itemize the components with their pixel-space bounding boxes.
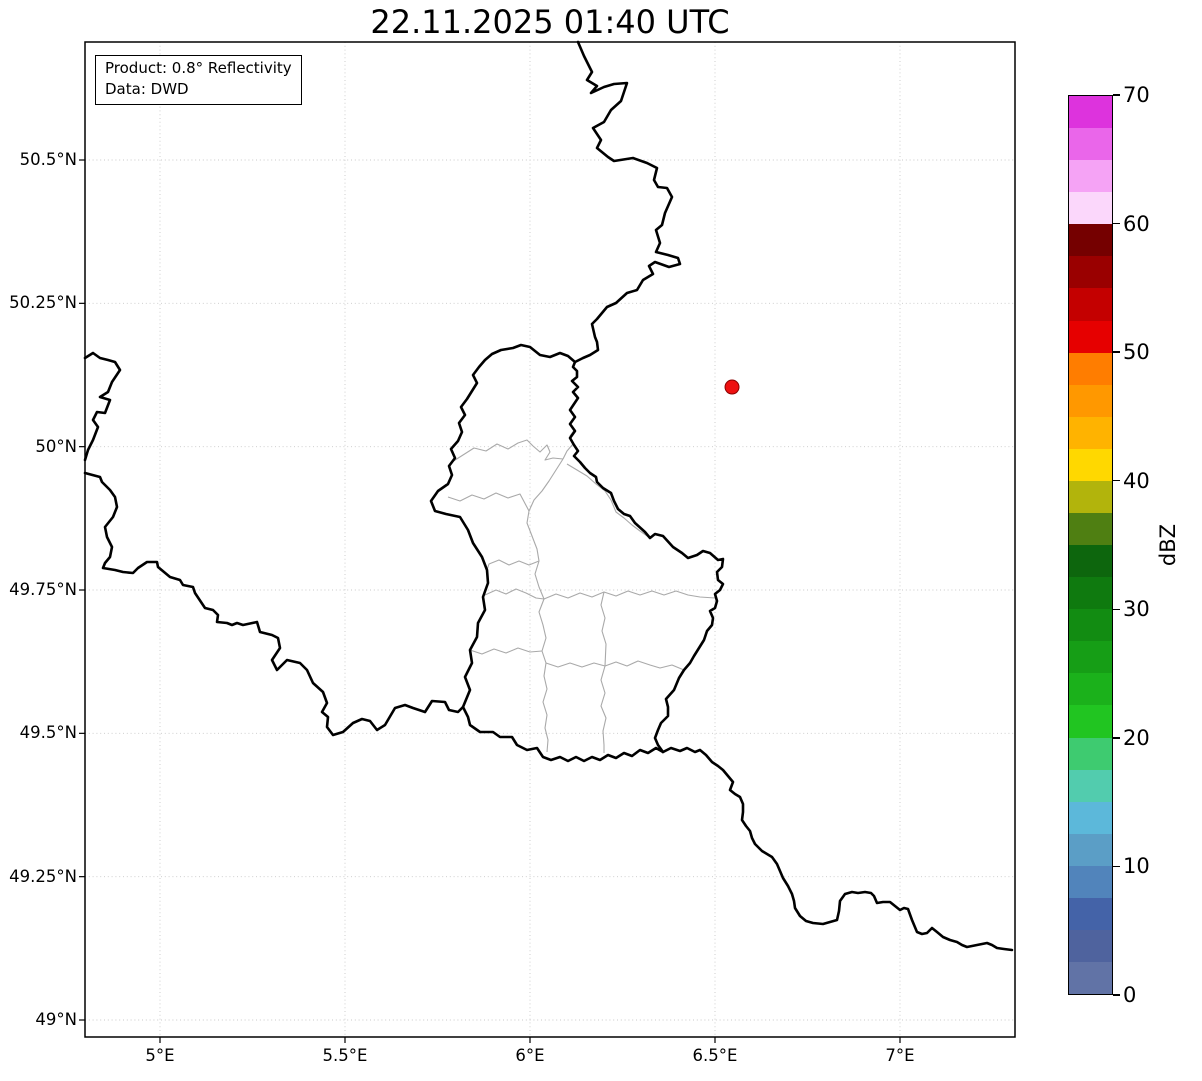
colorbar-tick-label: 30	[1123, 597, 1150, 622]
colorbar-segment	[1069, 96, 1112, 129]
y-tick-label: 50.5°N	[19, 150, 77, 169]
colorbar-segment	[1069, 769, 1112, 802]
colorbar-segment	[1069, 192, 1112, 225]
y-tick-label: 49°N	[35, 1010, 77, 1029]
colorbar-segment	[1069, 833, 1112, 866]
colorbar-tick-mark	[1113, 479, 1120, 482]
colorbar-segment	[1069, 128, 1112, 161]
colorbar-segment	[1069, 962, 1112, 995]
colorbar-segment	[1069, 288, 1112, 321]
colorbar-segment	[1069, 448, 1112, 481]
y-tick-label: 49.25°N	[9, 866, 77, 886]
district-borders	[447, 428, 716, 753]
colorbar-tick-label: 10	[1123, 854, 1150, 879]
colorbar-segment	[1069, 320, 1112, 353]
colorbar-tick-mark	[1113, 737, 1120, 739]
gridlines	[85, 42, 1015, 1037]
colorbar-tick-mark	[1113, 94, 1120, 96]
colorbar-segment	[1069, 577, 1112, 610]
x-tick-label: 5.5°E	[322, 1046, 368, 1065]
colorbar-segment	[1069, 480, 1112, 514]
colorbar-tick-mark	[1113, 994, 1120, 996]
colorbar-tick-label: 50	[1123, 340, 1150, 365]
colorbar-axis-label: dBZ	[1156, 523, 1180, 567]
colorbar-tick-mark	[1113, 351, 1120, 353]
colorbar-segment	[1069, 897, 1112, 931]
y-tick-label: 49.5°N	[19, 723, 77, 743]
colorbar-tick-mark	[1113, 608, 1120, 611]
axes-frame	[84, 41, 1016, 1038]
colorbar-segment	[1069, 641, 1112, 674]
colorbar-segment	[1069, 609, 1112, 642]
colorbar	[1068, 95, 1113, 995]
colorbar-tick-mark	[1113, 222, 1120, 225]
product-info-box: Product: 0.8° Reflectivity Data: DWD	[95, 55, 302, 105]
x-tick-label: 6°E	[515, 1046, 545, 1065]
x-tick-label: 5°E	[145, 1046, 175, 1065]
national-borders	[83, 40, 1014, 952]
colorbar-segment	[1069, 256, 1112, 289]
y-tick-label: 49.75°N	[9, 580, 77, 599]
colorbar-tick-label: 20	[1123, 725, 1150, 750]
colorbar-segment	[1069, 384, 1112, 417]
radar-site-marker	[724, 379, 740, 395]
product-line: Product: 0.8° Reflectivity	[105, 59, 292, 77]
colorbar-tick-label: 0	[1123, 983, 1137, 1007]
colorbar-segment	[1069, 224, 1112, 257]
colorbar-segment	[1069, 737, 1112, 770]
x-tick-label: 7°E	[885, 1046, 915, 1065]
colorbar-segment	[1069, 352, 1112, 385]
y-tick-label: 50°N	[35, 436, 77, 456]
y-tick-label: 50.25°N	[9, 293, 77, 313]
colorbar-tick-label: 70	[1123, 83, 1150, 107]
colorbar-tick-mark	[1113, 865, 1120, 868]
colorbar-segment	[1069, 545, 1112, 578]
axis-tick-marks	[79, 159, 901, 1043]
colorbar-segment	[1069, 416, 1112, 449]
colorbar-segment	[1069, 930, 1112, 963]
colorbar-segment	[1069, 705, 1112, 738]
colorbar-tick-label: 60	[1123, 211, 1150, 236]
colorbar-segment	[1069, 513, 1112, 546]
colorbar-segment	[1069, 865, 1112, 898]
colorbar-segment	[1069, 801, 1112, 834]
plot-title: 22.11.2025 01:40 UTC	[370, 3, 730, 41]
colorbar-segment	[1069, 160, 1112, 193]
x-tick-label: 6.5°E	[692, 1046, 738, 1065]
colorbar-tick-label: 40	[1123, 468, 1150, 493]
colorbar-segment	[1069, 673, 1112, 706]
data-source-line: Data: DWD	[105, 80, 189, 98]
